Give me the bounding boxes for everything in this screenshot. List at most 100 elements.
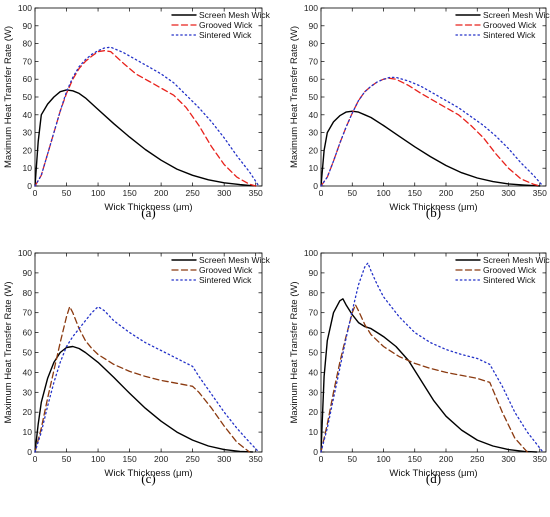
series-line-3 <box>320 76 544 187</box>
y-axis-label: Maximum Heat Transfer Rate (W) <box>3 26 14 168</box>
legend-entry: Sintered Wick <box>199 275 252 285</box>
x-tick-label: 200 <box>154 188 168 198</box>
legend-entry: Sintered Wick <box>483 275 536 285</box>
x-tick-label: 0 <box>319 454 324 464</box>
x-tick-label: 250 <box>470 454 484 464</box>
x-tick-label: 50 <box>348 454 358 464</box>
x-axis-label: Wick Thickness (μm) <box>104 468 192 479</box>
y-tick-label: 70 <box>309 308 319 318</box>
y-tick-label: 0 <box>27 181 32 191</box>
y-tick-label: 10 <box>309 427 319 437</box>
x-tick-label: 150 <box>408 188 422 198</box>
y-tick-label: 20 <box>309 407 319 417</box>
x-tick-label: 50 <box>62 454 72 464</box>
panel-label: (a) <box>141 205 155 220</box>
y-tick-label: 70 <box>309 56 319 66</box>
y-tick-label: 80 <box>309 288 319 298</box>
y-axis-label: Maximum Heat Transfer Rate (W) <box>289 282 300 424</box>
y-tick-label: 30 <box>23 387 33 397</box>
series-line-3 <box>34 46 260 187</box>
y-tick-label: 60 <box>23 328 33 338</box>
series-line-2 <box>34 306 251 453</box>
y-tick-label: 100 <box>18 248 32 258</box>
x-tick-label: 100 <box>91 188 105 198</box>
chart-panel-2: 0 50 100 150 200 250 300 350 0 10 20 30 40 50 60 70 80 90… <box>289 3 550 220</box>
legend-entry: Sintered Wick <box>199 30 252 40</box>
y-tick-label: 0 <box>313 181 318 191</box>
x-tick-label: 350 <box>533 454 547 464</box>
y-tick-label: 40 <box>309 367 319 377</box>
y-tick-label: 90 <box>23 268 33 278</box>
y-tick-label: 80 <box>309 39 319 49</box>
x-axis-label: Wick Thickness (μm) <box>389 468 477 479</box>
y-tick-label: 10 <box>23 163 33 173</box>
y-axis-label: Maximum Heat Transfer Rate (W) <box>289 26 300 168</box>
x-tick-label: 50 <box>348 188 358 198</box>
y-tick-label: 100 <box>18 3 32 13</box>
x-tick-label: 0 <box>319 188 324 198</box>
series-line-1 <box>34 345 254 453</box>
y-tick-label: 80 <box>23 288 33 298</box>
x-tick-label: 150 <box>408 454 422 464</box>
x-tick-label: 250 <box>470 188 484 198</box>
y-tick-label: 90 <box>309 268 319 278</box>
y-tick-label: 60 <box>309 74 319 84</box>
y-tick-label: 90 <box>23 21 33 31</box>
y-tick-label: 40 <box>309 110 319 120</box>
y-tick-label: 50 <box>23 348 33 358</box>
x-tick-label: 350 <box>249 188 263 198</box>
y-tick-label: 10 <box>23 427 33 437</box>
legend-entry: Screen Mesh Wick <box>483 255 550 265</box>
panel-label: (b) <box>426 205 441 220</box>
chart-panel-3: 0 50 100 150 200 250 300 350 0 10 20 30 40 50 60 70 80 90… <box>3 248 271 486</box>
x-axis-label: Wick Thickness (μm) <box>104 202 192 213</box>
x-tick-label: 300 <box>217 454 231 464</box>
series-line-1 <box>34 89 257 187</box>
x-tick-label: 0 <box>33 188 38 198</box>
x-tick-label: 200 <box>439 188 453 198</box>
x-tick-label: 250 <box>186 454 200 464</box>
series-line-2 <box>320 77 541 187</box>
y-tick-label: 40 <box>23 110 33 120</box>
y-tick-label: 10 <box>309 163 319 173</box>
y-tick-label: 50 <box>309 348 319 358</box>
x-tick-label: 200 <box>154 454 168 464</box>
x-tick-label: 100 <box>376 188 390 198</box>
x-axis-label: Wick Thickness (μm) <box>389 202 477 213</box>
legend-entry: Grooved Wick <box>199 20 253 30</box>
y-tick-label: 100 <box>304 3 318 13</box>
y-tick-label: 40 <box>23 367 33 377</box>
series-line-3 <box>320 262 544 453</box>
x-tick-label: 350 <box>533 188 547 198</box>
y-tick-label: 60 <box>23 74 33 84</box>
series-line-2 <box>34 50 257 187</box>
y-tick-label: 30 <box>23 128 33 138</box>
y-tick-label: 50 <box>23 92 33 102</box>
y-tick-label: 30 <box>309 387 319 397</box>
series-line-2 <box>320 304 528 453</box>
x-tick-label: 100 <box>376 454 390 464</box>
y-tick-label: 0 <box>313 447 318 457</box>
x-tick-label: 200 <box>439 454 453 464</box>
legend-entry: Grooved Wick <box>199 265 253 275</box>
legend-entry: Screen Mesh Wick <box>199 10 271 20</box>
legend-entry: Grooved Wick <box>483 20 537 30</box>
x-tick-label: 50 <box>62 188 72 198</box>
chart-panel-1: 0 50 100 150 200 250 300 350 0 10 20 30 40 50 60 70 80 90… <box>3 3 271 220</box>
y-tick-label: 20 <box>23 145 33 155</box>
y-tick-label: 70 <box>23 308 33 318</box>
series-line-1 <box>320 298 538 453</box>
legend-entry: Grooved Wick <box>483 265 537 275</box>
x-tick-label: 150 <box>122 188 136 198</box>
x-tick-label: 100 <box>91 454 105 464</box>
legend-entry: Sintered Wick <box>483 30 536 40</box>
x-tick-label: 300 <box>501 454 515 464</box>
panel-label: (d) <box>426 471 441 486</box>
y-tick-label: 90 <box>309 21 319 31</box>
x-tick-label: 300 <box>501 188 515 198</box>
series-line-3 <box>34 306 260 453</box>
chart-panel-4: 0 50 100 150 200 250 300 350 0 10 20 30 40 50 60 70 80 90… <box>289 248 550 486</box>
y-tick-label: 30 <box>309 128 319 138</box>
x-tick-label: 250 <box>186 188 200 198</box>
